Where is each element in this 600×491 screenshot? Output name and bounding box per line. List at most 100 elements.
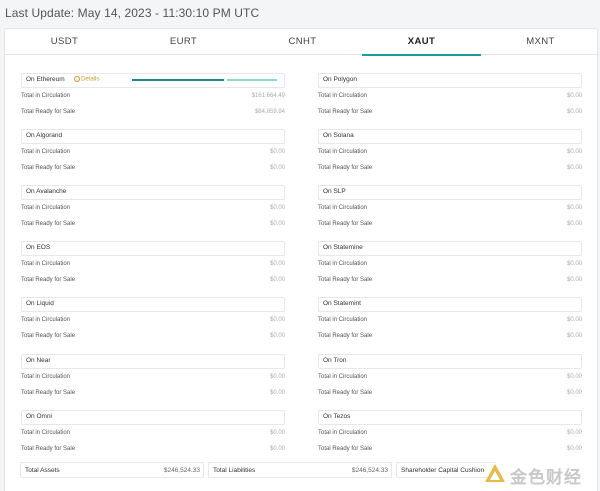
- chain-block-liquid: On Liquid Total in Circulation $0.00 Tota…: [21, 297, 285, 347]
- details-label: Details: [81, 76, 100, 83]
- circulation-row: Total in Circulation $0.00: [318, 374, 582, 384]
- tab-xaut[interactable]: XAUT: [362, 29, 481, 56]
- row-label: Total Ready for Sale: [21, 277, 76, 283]
- tab-mxnt[interactable]: MXNT: [526, 36, 555, 47]
- total-liabilities-box: Total Liabilities $246,524.33: [208, 462, 392, 478]
- row-value: $0.00: [566, 261, 582, 267]
- row-label: Total Ready for Sale: [21, 109, 76, 115]
- chain-header: On Tron: [318, 354, 582, 369]
- chain-block-algorand: On Algorand Total in Circulation $0.00 To…: [21, 129, 285, 179]
- total-assets-value: $246,524.33: [163, 467, 200, 474]
- ready-row: Total Ready for Sale $0.00: [21, 277, 285, 287]
- row-label: Total Ready for Sale: [318, 390, 373, 396]
- chain-header: On Tezos: [318, 410, 582, 425]
- ready-row: Total Ready for Sale $0.00: [318, 221, 582, 231]
- ready-row: Total Ready for Sale $0.00: [21, 446, 285, 456]
- transparency-panel: USDT EURT CNHT XAUT MXNT On Ethereum i De…: [4, 28, 599, 491]
- chain-header: On Polygon: [318, 73, 582, 88]
- circulation-row: Total in Circulation $0.00: [21, 374, 285, 384]
- chain-name: On Algorand: [26, 132, 63, 139]
- ready-row: Total Ready for Sale $0.00: [318, 333, 582, 343]
- details-link[interactable]: i Details: [74, 76, 99, 83]
- tab-cnht[interactable]: CNHT: [288, 36, 317, 47]
- row-value: $0.00: [269, 205, 285, 211]
- chain-header: On Liquid: [21, 297, 285, 312]
- ready-row: Total Ready for Sale $0.00: [21, 390, 285, 400]
- chain-header: On Algorand: [21, 129, 285, 144]
- shareholder-cushion-box: Shareholder Capital Cushion: [396, 462, 496, 478]
- row-value: $0.00: [269, 430, 285, 436]
- chain-block-polygon: On Polygon Total in Circulation $0.00 Tot…: [318, 73, 582, 123]
- row-label: Total Ready for Sale: [21, 165, 76, 171]
- row-value: $0.00: [269, 333, 285, 339]
- watermark-text: 金色财经: [510, 468, 582, 487]
- chain-block-statemine: On Statemine Total in Circulation $0.00 T…: [318, 241, 582, 291]
- circulation-row: Total in Circulation $0.00: [21, 205, 285, 215]
- chain-header: On Near: [21, 354, 285, 369]
- ready-row: Total Ready for Sale $0.00: [318, 446, 582, 456]
- row-label: Total in Circulation: [318, 261, 368, 267]
- row-label: Total in Circulation: [318, 317, 368, 323]
- circulation-row: Total in Circulation $0.00: [21, 317, 285, 327]
- ready-row: Total Ready for Sale $84,859.84: [21, 109, 285, 119]
- chain-name: On Omni: [26, 413, 53, 420]
- circulation-row: Total in Circulation $0.00: [318, 317, 582, 327]
- chain-header: On SLP: [318, 185, 582, 200]
- row-label: Total Ready for Sale: [318, 221, 373, 227]
- chain-block-near: On Near Total in Circulation $0.00 Total …: [21, 354, 285, 404]
- circulation-row: Total in Circulation $0.00: [318, 93, 582, 103]
- row-value: $0.00: [566, 109, 582, 115]
- row-label: Total Ready for Sale: [21, 333, 76, 339]
- row-label: Total in Circulation: [21, 430, 71, 436]
- row-label: Total in Circulation: [21, 205, 71, 211]
- chain-name: On Tron: [323, 357, 347, 364]
- circulation-row: Total in Circulation $0.00: [21, 261, 285, 271]
- row-value: $84,859.84: [254, 109, 285, 115]
- chain-block-statemint: On Statemint Total in Circulation $0.00 T…: [318, 297, 582, 347]
- circulation-row: Total in Circulation $0.00: [318, 430, 582, 440]
- row-value: $0.00: [566, 333, 582, 339]
- chain-block-tron: On Tron Total in Circulation $0.00 Total …: [318, 354, 582, 404]
- chain-header: On Statemine: [318, 241, 582, 256]
- circulation-row: Total in Circulation $0.00: [21, 149, 285, 159]
- circulation-row: Total in Circulation $0.00: [318, 261, 582, 271]
- row-value: $0.00: [566, 446, 582, 452]
- circulation-row: Total in Circulation $0.00: [318, 205, 582, 215]
- info-icon: i: [74, 76, 80, 82]
- chain-name: On Ethereum: [26, 76, 65, 83]
- chain-name: On Tezos: [323, 413, 351, 420]
- row-value: $0.00: [566, 205, 582, 211]
- row-value: $0.00: [269, 446, 285, 452]
- chain-name: On Statemint: [323, 300, 361, 307]
- row-value: $0.00: [269, 277, 285, 283]
- row-value: $0.00: [269, 221, 285, 227]
- row-value: $0.00: [566, 317, 582, 323]
- watermark: 金色财经: [484, 461, 592, 487]
- ready-row: Total Ready for Sale $0.00: [318, 165, 582, 175]
- row-label: Total in Circulation: [21, 93, 71, 99]
- tab-usdt[interactable]: USDT: [50, 36, 79, 47]
- tab-eurt[interactable]: EURT: [169, 36, 198, 47]
- chain-name: On Avalanche: [26, 188, 67, 195]
- row-label: Total in Circulation: [21, 317, 71, 323]
- totals-row: Total Assets $246,524.33 Total Liabiliti…: [20, 462, 598, 478]
- row-value: $0.00: [566, 374, 582, 380]
- chain-block-avalanche: On Avalanche Total in Circulation $0.00 T…: [21, 185, 285, 235]
- ready-row: Total Ready for Sale $0.00: [21, 221, 285, 231]
- row-label: Total Ready for Sale: [318, 109, 373, 115]
- circulation-row: Total in Circulation $0.00: [318, 149, 582, 159]
- row-value: $0.00: [269, 374, 285, 380]
- row-label: Total Ready for Sale: [21, 446, 76, 452]
- chain-block-ethereum: On Ethereum i Details Total in Circulatio…: [21, 73, 285, 123]
- row-label: Total in Circulation: [318, 205, 368, 211]
- ready-row: Total Ready for Sale $0.00: [21, 165, 285, 175]
- row-label: Total in Circulation: [318, 149, 368, 155]
- chain-name: On Statemine: [323, 244, 363, 251]
- circulation-row: Total in Circulation $0.00: [21, 430, 285, 440]
- row-label: Total Ready for Sale: [318, 277, 373, 283]
- row-value: $0.00: [269, 261, 285, 267]
- row-label: Total in Circulation: [21, 149, 71, 155]
- row-value: $0.00: [566, 390, 582, 396]
- row-label: Total in Circulation: [318, 374, 368, 380]
- shareholder-cushion-label: Shareholder Capital Cushion: [401, 467, 485, 474]
